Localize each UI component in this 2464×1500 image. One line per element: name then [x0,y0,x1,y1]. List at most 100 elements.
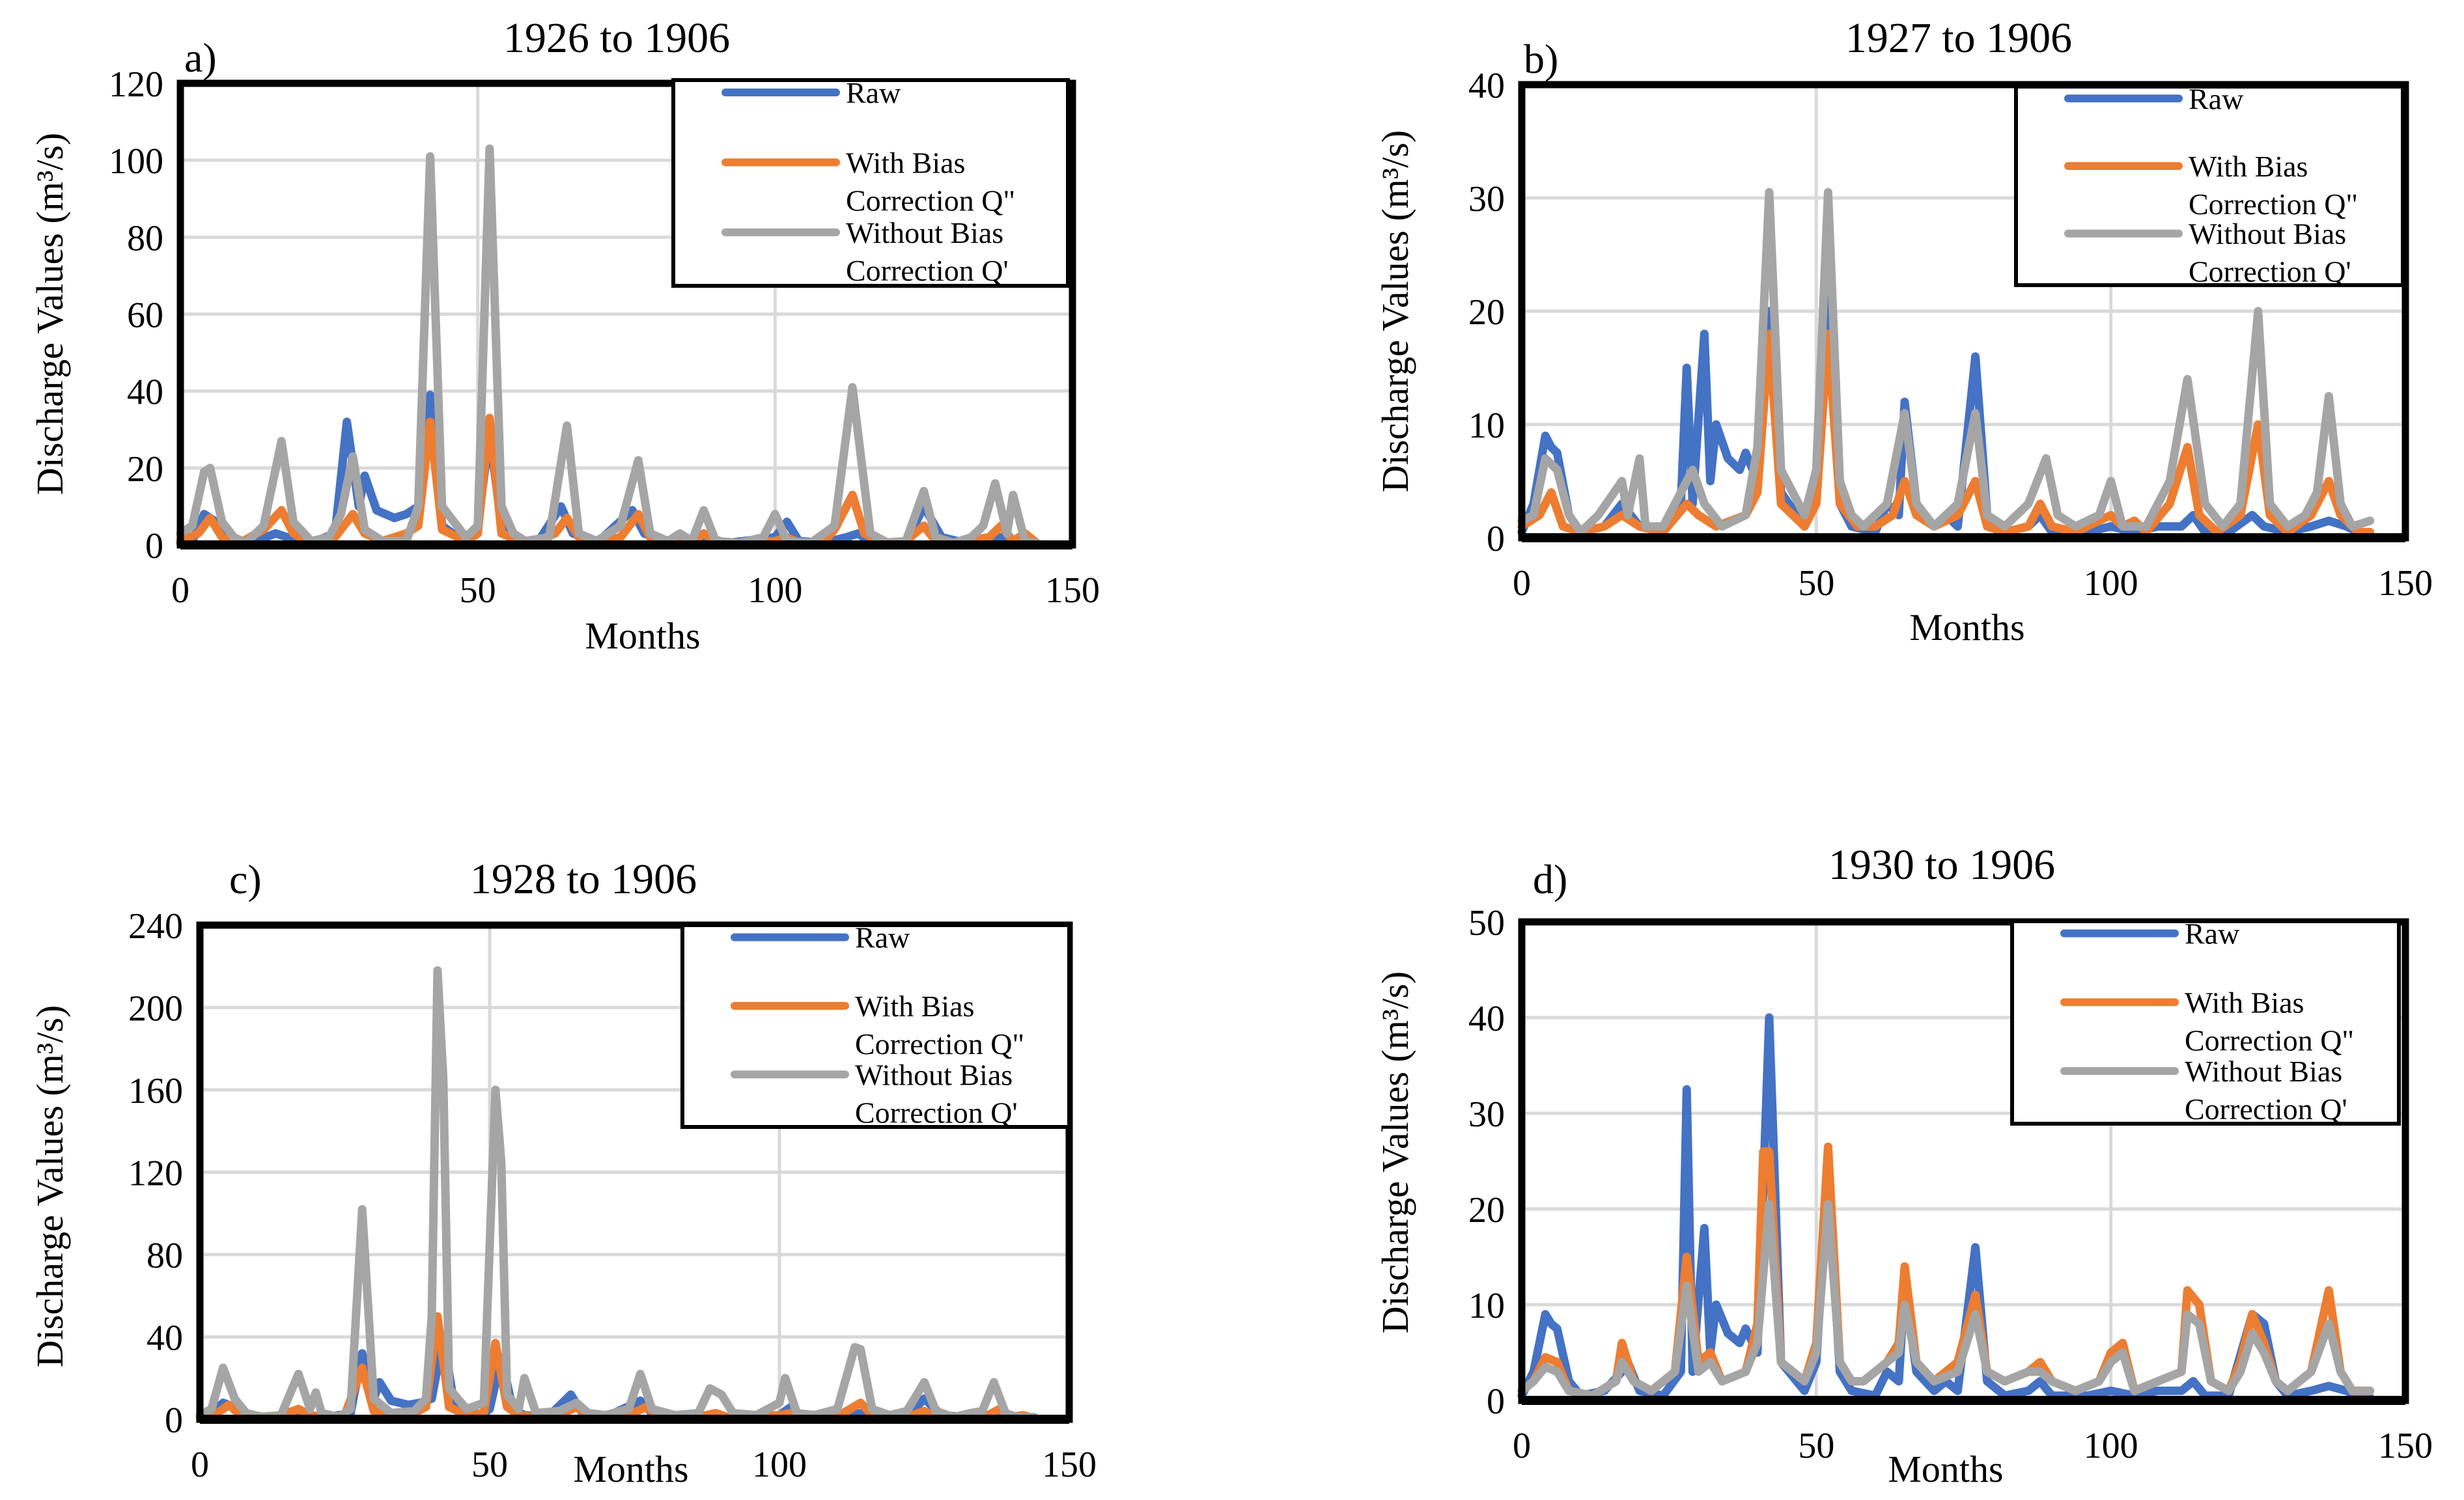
y-tick-label: 200 [128,989,183,1029]
y-tick-label: 50 [1468,903,1505,943]
x-axis-label: Months [1888,1448,2003,1490]
x-tick-label: 50 [1798,563,1834,604]
y-axis-label: Discharge Values (m³/s) [1374,130,1416,492]
panel-c: c) 1928 to 1906 Months Discharge Values … [29,855,1097,1490]
panel-label: b) [1524,36,1558,82]
x-tick-label: 100 [752,1445,807,1485]
legend-label-with-bias: Correction Q" [846,184,1015,217]
legend-label-with-bias: With Bias [855,990,974,1023]
legend-label-with-bias: Correction Q" [2189,188,2358,221]
y-tick-label: 40 [127,372,163,413]
y-tick-label: 0 [165,1400,183,1441]
series-line-without-bias [176,144,1041,548]
y-tick-label: 40 [1468,999,1505,1039]
panel-d: d) 1930 to 1906 Months Discharge Values … [1374,841,2433,1490]
plot-frame [1518,81,2409,542]
y-tick-label: 20 [127,449,163,490]
series-line-without-bias [1517,1200,2375,1400]
tick-labels: 0 20 40 60 80 100 120 0 50 100 150 [109,64,1100,611]
legend-label-raw: Raw [855,921,910,954]
x-tick-label: 50 [460,570,496,611]
legend-label-without-bias: Correction Q' [855,1096,1018,1129]
y-axis-label: Discharge Values (m³/s) [29,1005,71,1367]
plot-frame [196,921,1073,1423]
tick-labels: 0 10 20 30 40 50 0 50 100 150 [1468,903,2433,1466]
legend-box [2010,919,2401,1126]
x-axis-label: Months [585,615,700,657]
legend-box [2014,85,2405,287]
plot-frame [1518,918,2409,1404]
series-group [1517,1013,2375,1402]
legend-box [671,78,1070,288]
y-tick-label: 20 [1468,292,1505,333]
x-axis-label: Months [1909,606,2024,648]
legend-box [680,923,1071,1129]
panel-a: a) 1926 to 1906 Months Discharge Values … [29,14,1100,657]
tick-labels: 0 40 80 120 160 200 240 0 50 100 150 [128,906,1097,1485]
x-tick-label: 100 [2084,1426,2138,1466]
y-tick-label: 10 [1468,1286,1505,1326]
series-line-without-bias [195,966,1039,1422]
legend-label-with-bias: With Bias [2185,986,2304,1019]
legend: Raw With Bias Correction Q"Without Bias Cor… [680,921,1071,1129]
legend-label-without-bias: Correction Q' [2185,1092,2347,1126]
legend-label-raw: Raw [2185,917,2240,951]
legend-label-without-bias: Without Bias [846,216,1003,249]
legend: Raw With Bias Correction Q"Without Bias Cor… [671,76,1070,288]
y-tick-label: 160 [128,1071,183,1111]
x-tick-label: 0 [191,1445,209,1485]
y-tick-label: 60 [127,296,163,336]
y-tick-label: 10 [1468,406,1505,446]
panel-label: c) [229,856,262,902]
legend-label-with-bias: With Bias [2189,150,2308,183]
y-tick-label: 40 [147,1318,183,1359]
y-tick-label: 0 [1487,1382,1505,1422]
chart-title: 1926 to 1906 [503,14,730,62]
x-tick-label: 100 [2084,563,2138,604]
legend-label-without-bias: Correction Q' [846,254,1009,287]
y-tick-label: 100 [109,141,163,182]
legend-label-without-bias: Without Bias [855,1058,1013,1091]
x-tick-label: 0 [171,570,189,611]
x-tick-label: 50 [471,1445,508,1485]
panel-b: b) 1927 to 1906 Months Discharge Values … [1374,14,2433,648]
legend-label-without-bias: Without Bias [2189,217,2346,251]
x-tick-label: 100 [748,570,802,611]
x-tick-label: 150 [2378,563,2433,604]
y-tick-label: 20 [1468,1190,1505,1230]
series-line-without-bias [1517,188,2375,536]
plot-frame [176,79,1076,549]
y-axis-label: Discharge Values (m³/s) [1374,971,1416,1333]
panel-label: a) [184,35,217,81]
x-tick-label: 0 [1513,563,1531,604]
y-tick-label: 80 [147,1236,183,1276]
y-axis-label: Discharge Values (m³/s) [29,133,71,495]
x-tick-label: 150 [1042,1445,1097,1485]
x-tick-label: 50 [1798,1426,1834,1466]
legend-label-without-bias: Correction Q' [2189,255,2351,288]
y-tick-label: 240 [128,906,183,947]
panel-label: d) [1533,856,1567,902]
legend-label-raw: Raw [846,76,901,109]
tick-labels: 0 10 20 30 40 0 50 100 150 [1468,66,2433,604]
legend-label-raw: Raw [2189,82,2244,115]
chart-title: 1930 to 1906 [1828,841,2055,889]
legend-label-with-bias: Correction Q" [855,1027,1024,1061]
y-tick-label: 0 [145,526,163,566]
chart-title: 1927 to 1906 [1845,14,2072,62]
legend: Raw With Bias Correction Q"Without Bias Cor… [2014,82,2405,288]
legend: Raw With Bias Correction Q"Without Bias Cor… [2010,917,2401,1126]
x-tick-label: 150 [2378,1426,2433,1466]
legend-label-with-bias: Correction Q" [2185,1023,2354,1057]
chart-title: 1928 to 1906 [470,855,697,903]
x-tick-label: 0 [1513,1426,1531,1466]
y-tick-label: 30 [1468,179,1505,219]
x-tick-label: 150 [1045,570,1100,611]
y-tick-label: 120 [128,1154,183,1194]
series-group [1517,188,2375,539]
y-tick-label: 30 [1468,1094,1505,1135]
y-tick-label: 40 [1468,66,1505,106]
y-tick-label: 0 [1487,519,1505,559]
legend-label-without-bias: Without Bias [2185,1055,2342,1088]
